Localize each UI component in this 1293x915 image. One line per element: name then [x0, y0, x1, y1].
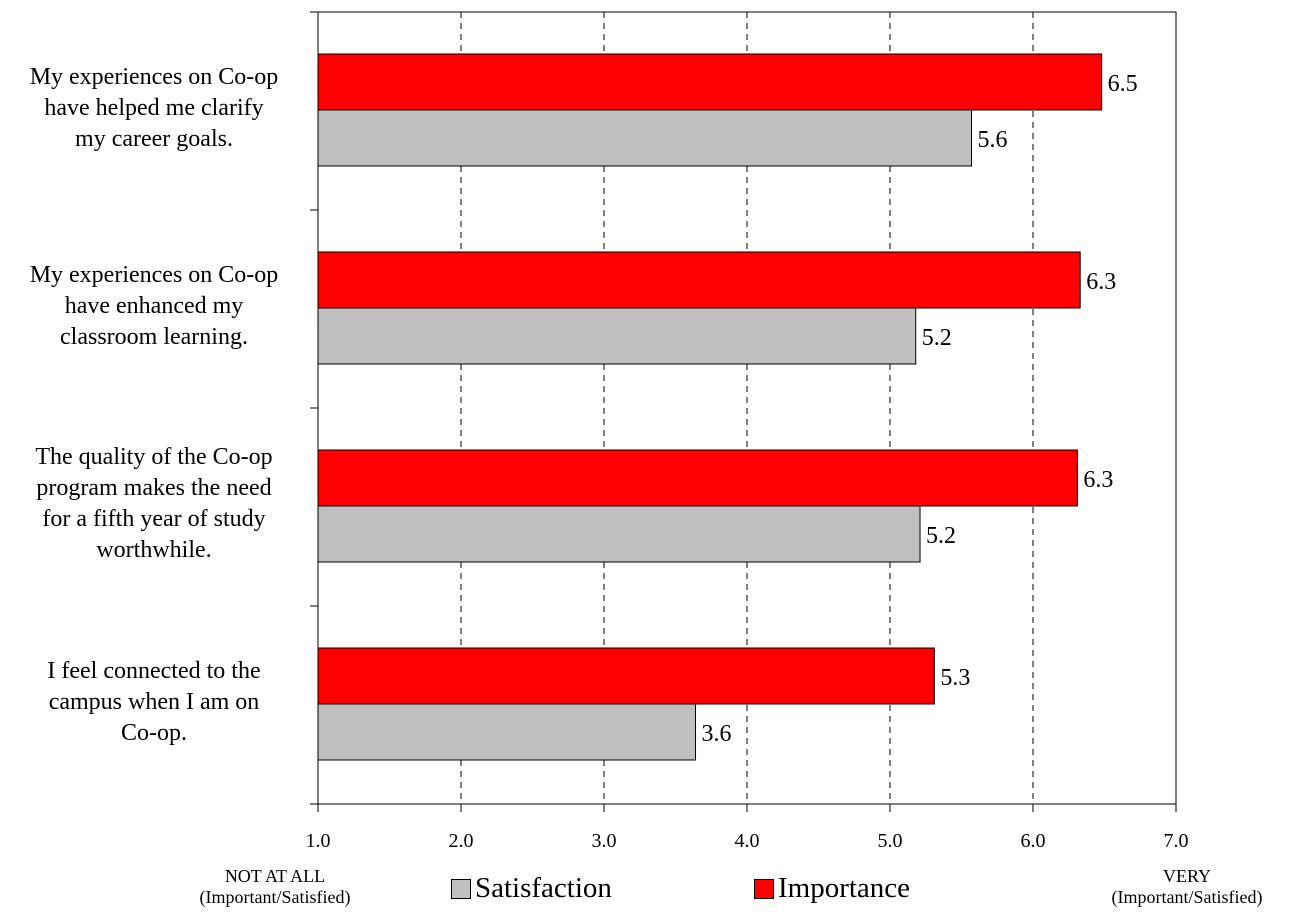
category-label-line: have enhanced my: [64, 292, 244, 319]
axis-note-right-line2: (Important/Satisfied): [1111, 887, 1263, 907]
category-label-line: my career goals.: [75, 125, 233, 152]
value-label-importance: 6.5: [1108, 71, 1138, 97]
value-labels: 6.5 5.6 6.3 5.2 6.3 5.2 5.3 3.6: [702, 71, 1138, 747]
bar-importance: [317, 449, 1078, 507]
category-label-line: Co-op.: [121, 719, 187, 746]
x-tick-label: 5.0: [878, 830, 903, 852]
category-label: My experiences on Co-op have enhanced my c…: [4, 260, 304, 353]
category-label: I feel connected to the campus when I am …: [4, 656, 304, 749]
category-label: The quality of the Co-op program makes th…: [4, 442, 304, 566]
bar-importance: [317, 251, 1081, 309]
value-label-satisfaction: 5.2: [926, 523, 956, 549]
axis-note-left: NOT AT ALL (Important/Satisfied): [160, 866, 390, 908]
bar-satisfaction: [317, 505, 921, 563]
legend-swatch-satisfaction: [451, 878, 471, 899]
bar-satisfaction: [317, 703, 697, 761]
legend-swatch-importance: [754, 878, 774, 899]
value-label-satisfaction: 5.2: [922, 325, 952, 351]
value-label-satisfaction: 5.6: [978, 127, 1008, 153]
value-label-satisfaction: 3.6: [702, 721, 732, 747]
x-tick-labels: 1.0 2.0 3.0 4.0 5.0 6.0 7.0: [306, 830, 1189, 852]
category-label-line: for a fifth year of study: [42, 506, 266, 532]
bar-importance: [317, 53, 1103, 111]
x-tick-label: 3.0: [592, 830, 617, 852]
category-label-line: have helped me clarify: [44, 94, 264, 121]
axis-note-left-line1: NOT AT ALL: [224, 866, 326, 886]
category-label: My experiences on Co-op have helped me cl…: [4, 62, 304, 155]
x-tick-label: 7.0: [1164, 830, 1189, 852]
category-label-line: My experiences on Co-op: [29, 261, 279, 288]
category-label-line: The quality of the Co-op: [35, 444, 273, 470]
category-label-line: worthwhile.: [96, 537, 212, 563]
x-tick-label: 2.0: [449, 830, 474, 852]
category-label-line: program makes the need: [36, 475, 272, 501]
legend-item-importance: Importance: [754, 872, 910, 905]
axes: [310, 11, 1177, 812]
bar-importance: [317, 647, 935, 705]
bars-group: [317, 53, 1103, 761]
category-label-line: My experiences on Co-op: [29, 63, 279, 90]
category-label-line: classroom learning.: [60, 323, 248, 350]
axis-note-right-line1: VERY: [1162, 866, 1211, 886]
legend-item-satisfaction: Satisfaction: [451, 872, 612, 905]
x-tick-label: 1.0: [306, 830, 331, 852]
value-label-importance: 6.3: [1086, 269, 1116, 295]
bar-satisfaction: [317, 109, 973, 167]
value-label-importance: 5.3: [940, 665, 970, 691]
bar-satisfaction: [317, 307, 917, 365]
legend-label-satisfaction: Satisfaction: [475, 872, 612, 904]
category-label-line: I feel connected to the: [47, 657, 261, 684]
axis-note-right: VERY (Important/Satisfied): [1072, 866, 1293, 908]
x-tick-label: 6.0: [1021, 830, 1046, 852]
legend-label-importance: Importance: [778, 872, 911, 904]
axis-note-left-line2: (Important/Satisfied): [199, 887, 351, 907]
value-label-importance: 6.3: [1083, 467, 1113, 493]
category-label-line: campus when I am on: [48, 688, 260, 715]
x-tick-label: 4.0: [735, 830, 760, 852]
